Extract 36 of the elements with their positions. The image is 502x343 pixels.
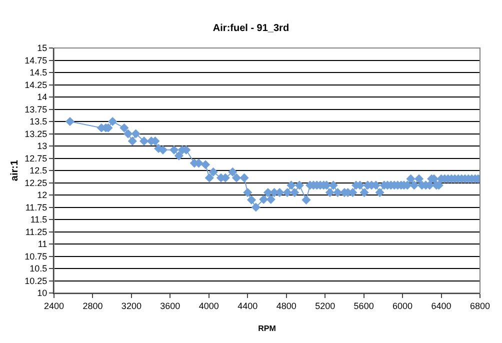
y-axis-title: air:1 (10, 160, 21, 182)
x-tick-label: 6400 (431, 300, 452, 311)
y-tick-label: 12.25 (24, 178, 48, 188)
x-tick-label: 4800 (276, 300, 296, 311)
y-tick-label: 12.75 (24, 153, 48, 164)
y-tick-label: 10.5 (30, 264, 48, 274)
y-tick-label: 10 (37, 288, 48, 298)
y-tick-label: 10.25 (24, 276, 48, 286)
y-tick-label: 14.5 (30, 68, 48, 78)
chart-title: Air:fuel - 91_3rd (212, 23, 290, 34)
x-axis-title: RPM (258, 324, 276, 333)
y-tick-label: 11 (38, 239, 48, 250)
x-tick-label: 4400 (238, 300, 258, 311)
y-tick-label: 11.5 (30, 214, 48, 225)
y-tick-label: 14.25 (24, 80, 48, 90)
y-tick-label: 13.75 (24, 104, 48, 114)
y-tick-label: 13.5 (30, 116, 48, 127)
x-tick-label: 5200 (315, 300, 336, 311)
y-tick-label: 14.75 (24, 55, 48, 66)
x-tick-label: 3200 (121, 300, 142, 311)
x-tick-label: 5600 (354, 300, 374, 311)
y-tick-label: 14 (37, 92, 48, 102)
y-tick-label: 11.25 (25, 226, 48, 237)
y-tick-label: 12 (37, 190, 48, 200)
y-tick-label: 12.5 (30, 166, 48, 176)
y-tick-label: 10.75 (24, 251, 48, 262)
y-tick-label: 15 (37, 43, 48, 54)
x-tick-label: 2800 (82, 300, 103, 311)
x-tick-label: 4000 (198, 300, 219, 311)
x-tick-label: 6000 (392, 300, 413, 311)
x-tick-label: 2400 (44, 300, 64, 311)
y-tick-label: 13.25 (24, 128, 48, 139)
y-tick-label: 11.75 (25, 202, 48, 212)
y-tick-label: 13 (37, 141, 48, 152)
x-tick-label: 3600 (160, 300, 180, 311)
x-tick-label: 6800 (470, 300, 490, 311)
